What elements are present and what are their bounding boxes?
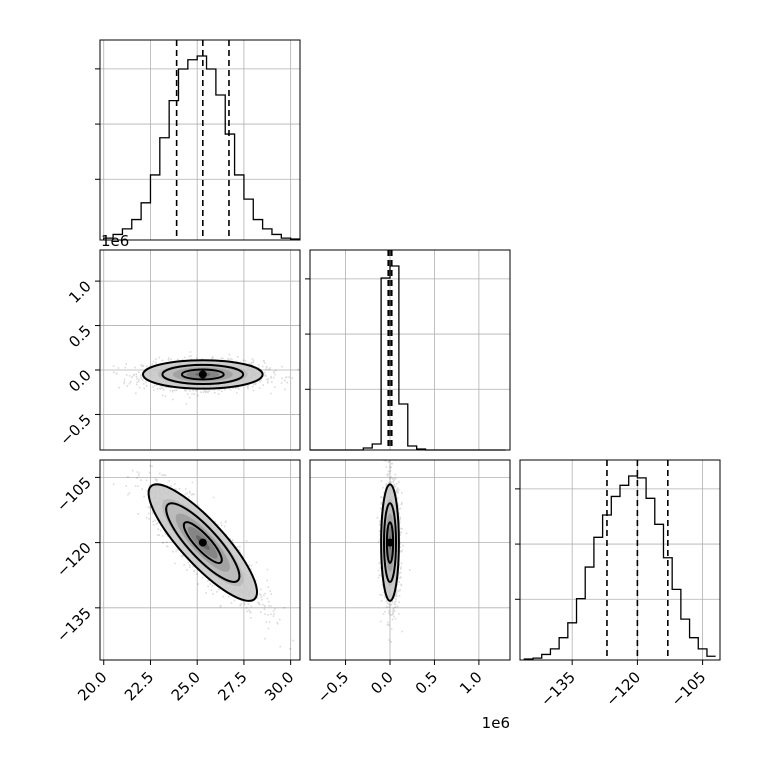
pair-frame (309, 459, 511, 661)
x-tick-label: 20.0 (74, 668, 110, 704)
contour-2 (180, 368, 225, 381)
y-tick-label: 0.0 (65, 366, 95, 396)
x-tick-label: 27.5 (214, 668, 250, 704)
pair-inner (376, 460, 411, 643)
hist-panel-2 (515, 459, 721, 661)
contour-0 (380, 483, 400, 602)
y-tick-label: −135 (53, 604, 95, 646)
hist-frame-2 (519, 459, 721, 661)
histogram-1 (310, 265, 506, 451)
histogram-0 (103, 55, 300, 240)
x-tick-label: 22.5 (121, 668, 157, 704)
contour-1 (161, 363, 245, 386)
contour-1 (383, 502, 397, 583)
offset-label-x: 1e6 (482, 714, 510, 732)
hist-frame-1 (309, 249, 511, 451)
x-tick-label: 0.0 (367, 668, 397, 698)
pair-frame (99, 249, 301, 451)
x-tick-label: 30.0 (261, 668, 297, 704)
pair-panel-0-1 (99, 249, 301, 451)
hist-panel-1 (305, 249, 511, 451)
pair-inner (112, 460, 294, 650)
hist-panel-0 (95, 39, 301, 241)
y-tick-label: 1.0 (65, 277, 95, 307)
pair-inner (100, 351, 299, 405)
contour-2 (182, 521, 223, 564)
x-tick-label: −105 (668, 668, 710, 710)
histogram-2 (523, 475, 716, 660)
pair-frame (99, 459, 301, 661)
contour-0 (147, 483, 259, 602)
y-tick-label: −0.5 (56, 411, 94, 449)
density-peak (198, 370, 207, 379)
x-tick-label: 25.0 (168, 668, 204, 704)
y-tick-label: −120 (53, 539, 95, 581)
y-tick-label: −105 (53, 473, 95, 515)
offset-label-y: 1e6 (101, 232, 129, 250)
x-tick-label: −120 (602, 668, 644, 710)
contour-0 (141, 359, 264, 390)
density-peak (198, 538, 207, 547)
hist-frame-0 (99, 39, 301, 241)
pair-panel-0-2 (99, 459, 301, 661)
x-tick-label: 0.5 (412, 668, 442, 698)
x-tick-label: −135 (537, 668, 579, 710)
x-tick-label: −0.5 (314, 668, 352, 706)
pair-panel-1-2 (309, 459, 511, 661)
contour-1 (165, 502, 241, 583)
density-peak (386, 538, 394, 547)
y-tick-label: 0.5 (65, 322, 95, 352)
x-tick-label: 1.0 (456, 668, 486, 698)
